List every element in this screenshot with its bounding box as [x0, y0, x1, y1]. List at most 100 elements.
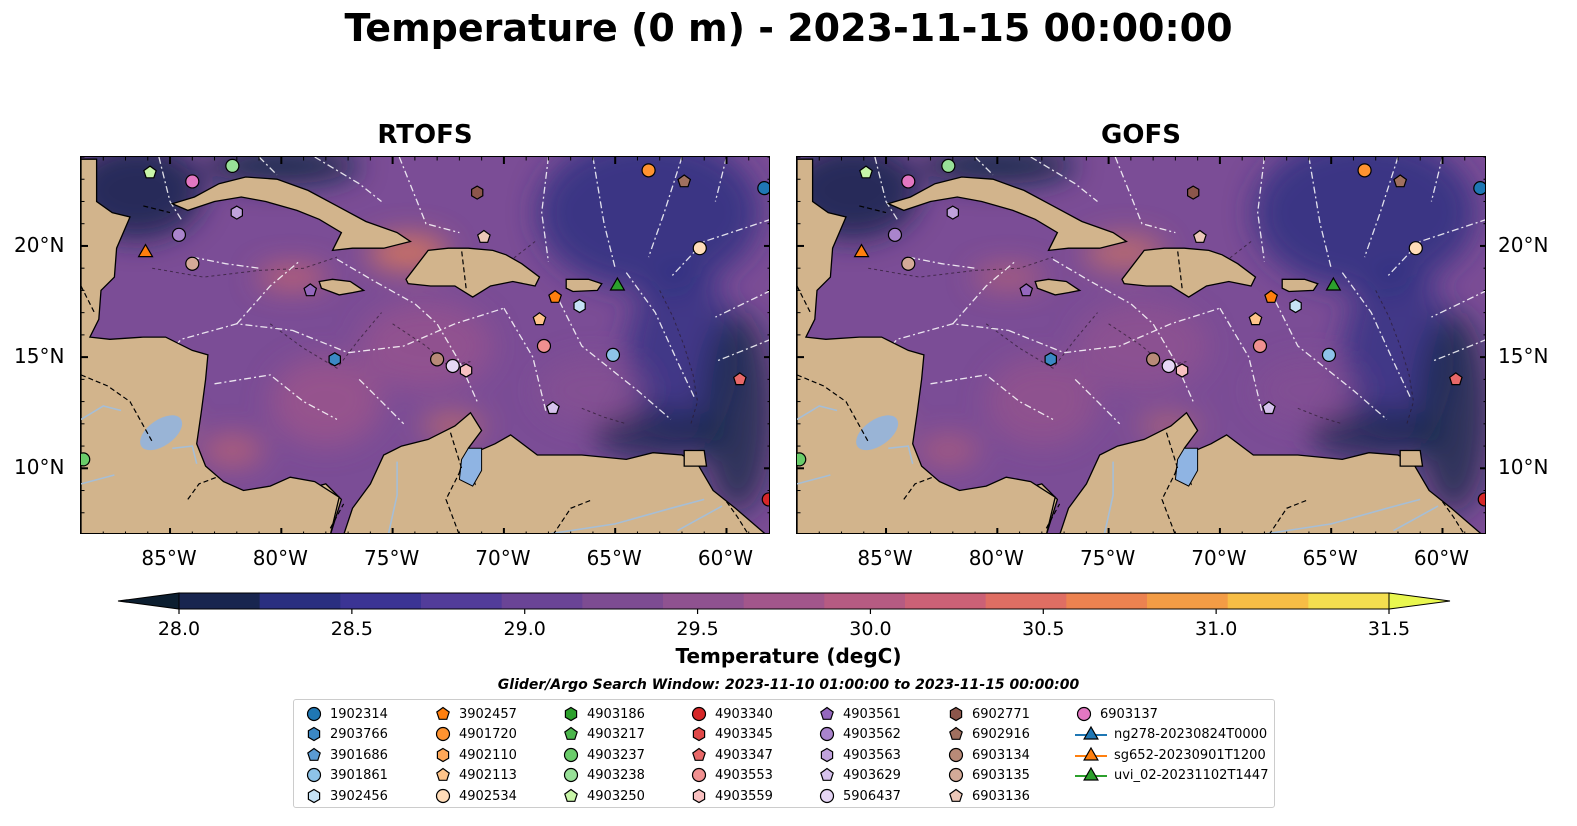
- warm-anomaly: [986, 357, 1098, 447]
- warm-anomaly: [917, 434, 980, 467]
- legend-label: 6902916: [972, 726, 1030, 742]
- legend-label: 6903135: [972, 767, 1030, 783]
- argo-float-4901720[interactable]: [1357, 163, 1372, 178]
- map-panel-rtofs[interactable]: [80, 156, 770, 534]
- argo-float-4903563[interactable]: [230, 205, 243, 220]
- argo-float-4903347[interactable]: [732, 372, 747, 386]
- legend-item: 1902314: [304, 704, 388, 724]
- rivers: [797, 405, 1439, 533]
- argo-float-4903629[interactable]: [1261, 401, 1276, 415]
- argo-float-6902771[interactable]: [1187, 185, 1200, 200]
- argo-float-4903237[interactable]: [81, 452, 91, 467]
- argo-float-6902771[interactable]: [471, 185, 484, 200]
- argo-float-4903553[interactable]: [536, 338, 552, 354]
- eez-line: [715, 290, 769, 318]
- argo-float-3902457[interactable]: [548, 289, 563, 303]
- legend-item: 4903629: [817, 765, 901, 785]
- eez-line: [1008, 307, 1221, 354]
- legend-label: 4903345: [715, 726, 773, 742]
- argo-float-3902456[interactable]: [1289, 298, 1302, 314]
- argo-float-1902314[interactable]: [1473, 181, 1486, 196]
- argo-float-4903238[interactable]: [941, 158, 956, 173]
- argo-float-4903250[interactable]: [143, 165, 157, 179]
- argo-float-4903559[interactable]: [1175, 363, 1189, 378]
- argo-float-2903766[interactable]: [328, 352, 341, 367]
- glider-sg652[interactable]: [137, 243, 154, 258]
- legend-circle: [691, 767, 707, 783]
- legend-item: 6903136: [946, 786, 1030, 806]
- legend-label: 3902456: [330, 788, 388, 804]
- bathymetry-line: [659, 290, 699, 424]
- argo-float-1902314[interactable]: [757, 181, 770, 196]
- argo-float-4902113[interactable]: [1248, 312, 1263, 326]
- argo-float-4903340[interactable]: [761, 492, 770, 507]
- argo-float-3901861[interactable]: [605, 347, 621, 362]
- legend-item: 4903553: [689, 765, 773, 785]
- legend-marker-icon: [564, 726, 578, 740]
- eez-line: [952, 261, 1016, 325]
- argo-float-4903553[interactable]: [1252, 338, 1268, 354]
- argo-float-6903135[interactable]: [185, 256, 200, 271]
- argo-float-4903559[interactable]: [459, 363, 473, 378]
- argo-float-4903347[interactable]: [1448, 372, 1463, 386]
- legend-label: ng278-20230824T0000: [1114, 726, 1268, 742]
- argo-float-4903629[interactable]: [545, 401, 560, 415]
- argo-float-4903561[interactable]: [1019, 283, 1034, 297]
- colorbar-segment: [1147, 593, 1229, 609]
- argo-float-5906437[interactable]: [1161, 358, 1176, 374]
- argo-float-4903563[interactable]: [946, 205, 959, 220]
- argo-float-5906437[interactable]: [445, 358, 460, 374]
- glider-uvi_02[interactable]: [609, 276, 626, 291]
- lat-tick-label-right: 10°N: [1498, 455, 1549, 480]
- argo-float-4903562[interactable]: [887, 227, 903, 242]
- argo-float-6902916[interactable]: [677, 174, 692, 188]
- argo-float-3901861[interactable]: [1321, 347, 1337, 362]
- lon-tick-label: 75°W: [363, 546, 420, 570]
- country-border: [461, 250, 467, 289]
- colorbar-tick-label: 28.5: [330, 618, 373, 640]
- argo-float-2903766[interactable]: [1044, 352, 1057, 367]
- legend-marker-icon: [436, 747, 450, 763]
- argo-float-6903134[interactable]: [1146, 352, 1161, 367]
- argo-float-4903238[interactable]: [225, 158, 240, 173]
- glider-sg652[interactable]: [853, 243, 870, 258]
- legend-marker-icon: [306, 767, 322, 783]
- legend-pentagon: [820, 706, 834, 720]
- land-puerto-rico: [1281, 278, 1319, 293]
- argo-float-6903136[interactable]: [1192, 229, 1207, 243]
- argo-float-4903340[interactable]: [1477, 492, 1486, 507]
- argo-float-4901720[interactable]: [641, 163, 656, 178]
- legend-item: 4903237: [561, 745, 645, 765]
- bathymetry-contours: [152, 241, 699, 425]
- argo-float-6903137[interactable]: [901, 174, 916, 189]
- argo-float-4902534[interactable]: [1408, 241, 1423, 256]
- argo-float-4902113[interactable]: [532, 312, 547, 326]
- argo-float-6903137[interactable]: [185, 174, 200, 189]
- argo-float-6902916[interactable]: [1393, 174, 1408, 188]
- map-panel-gofs[interactable]: [796, 156, 1486, 534]
- legend-hexagon: [820, 747, 834, 763]
- argo-float-3902456[interactable]: [573, 298, 586, 314]
- colorbar-segment: [743, 593, 825, 609]
- argo-float-3902457[interactable]: [1264, 289, 1279, 303]
- legend-hexagon: [692, 726, 706, 742]
- argo-float-4903562[interactable]: [171, 227, 187, 242]
- argo-float-6903135[interactable]: [901, 256, 916, 271]
- argo-float-4903237[interactable]: [797, 452, 807, 467]
- glider-uvi_02[interactable]: [1325, 276, 1342, 291]
- legend-item: 4903250: [561, 786, 645, 806]
- lon-tick-label: 85°W: [141, 546, 197, 570]
- bathymetry-line: [1375, 290, 1415, 424]
- argo-float-4902534[interactable]: [692, 241, 707, 256]
- argo-float-4903561[interactable]: [303, 283, 318, 297]
- eez-line: [1274, 301, 1388, 420]
- argo-float-4903250[interactable]: [859, 165, 873, 179]
- legend-item: 6902916: [946, 724, 1030, 744]
- argo-float-6903134[interactable]: [430, 352, 445, 367]
- argo-float-6903136[interactable]: [476, 229, 491, 243]
- bathymetry-line: [492, 241, 536, 280]
- legend-label: 4903553: [715, 767, 773, 783]
- bathymetry-line: [868, 256, 1054, 278]
- legend-label: 4903629: [843, 767, 901, 783]
- legend-item: 4902113: [433, 765, 517, 785]
